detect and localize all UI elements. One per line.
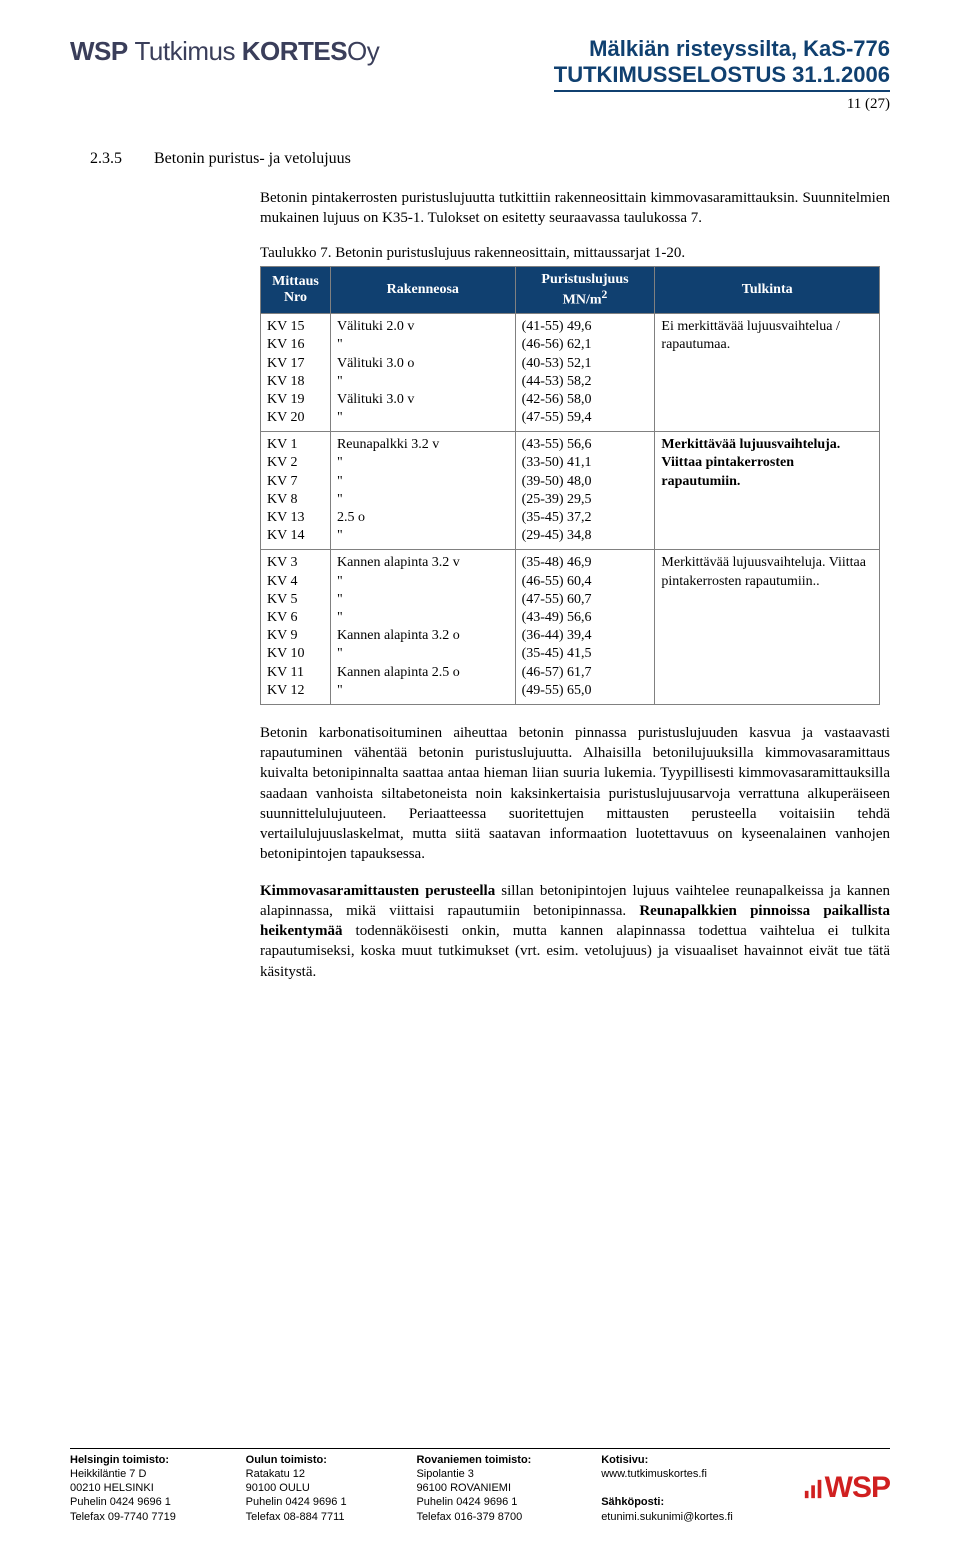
cell-mittaus: KV 1KV 2KV 7KV 8KV 13KV 14 xyxy=(261,432,331,550)
data-table: Mittaus Nro Rakenneosa PuristuslujuusMN/… xyxy=(260,266,880,705)
cell-mittaus: KV 3KV 4KV 5KV 6KV 9KV 10KV 11KV 12 xyxy=(261,550,331,705)
cell-tulkinta: Merkittävää lujuusvaihteluja. Viittaa pi… xyxy=(655,550,880,705)
cell-rakenne: Reunapalkki 3.2 v"""2.5 o" xyxy=(330,432,515,550)
doc-title-2: TUTKIMUSSELOSTUS 31.1.2006 xyxy=(554,62,890,92)
th-mittaus: Mittaus Nro xyxy=(261,266,331,314)
cell-lujuus: (43-55) 56,6(33-50) 41,1(39-50) 48,0(25-… xyxy=(515,432,655,550)
page-number: 11 (27) xyxy=(554,96,890,113)
paragraph-3: Kimmovasaramittausten perusteella sillan… xyxy=(260,881,890,982)
footer-col-2: Rovaniemen toimisto:Sipolantie 396100 RO… xyxy=(416,1453,531,1524)
cell-tulkinta: Merkittävää lujuusvaihteluja. Viittaa pi… xyxy=(655,432,880,550)
cell-lujuus: (35-48) 46,9(46-55) 60,4(47-55) 60,7(43-… xyxy=(515,550,655,705)
footer-col-3: Kotisivu:www.tutkimuskortes.fi Sähköpost… xyxy=(601,1453,733,1524)
cell-tulkinta: Ei merkittävää lujuusvaihtelua / rapautu… xyxy=(655,314,880,432)
doc-title-1: Mälkiän risteyssilta, KaS-776 xyxy=(554,36,890,62)
paragraph-2: Betonin karbonatisoituminen aiheuttaa be… xyxy=(260,723,890,865)
th-lujuus: PuristuslujuusMN/m2 xyxy=(515,266,655,314)
footer-col-1: Oulun toimisto:Ratakatu 1290100 OULUPuhe… xyxy=(246,1453,347,1524)
cell-rakenne: Kannen alapinta 3.2 v"""Kannen alapinta … xyxy=(330,550,515,705)
table-caption: Taulukko 7. Betonin puristuslujuus raken… xyxy=(260,245,890,262)
company-logo: WSP Tutkimus KORTESOy xyxy=(70,36,379,67)
th-rakenne: Rakenneosa xyxy=(330,266,515,314)
para3-text2: todennäköisesti onkin, mutta kannen alap… xyxy=(260,923,890,980)
section-title: Betonin puristus- ja vetolujuus xyxy=(154,150,351,167)
section-number: 2.3.5 xyxy=(90,150,150,168)
cell-lujuus: (41-55) 49,6(46-56) 62,1(40-53) 52,1(44-… xyxy=(515,314,655,432)
intro-paragraph: Betonin pintakerrosten puristuslujuutta … xyxy=(260,188,890,229)
footer-wsp-logo: WSP xyxy=(803,1471,890,1505)
wsp-bars-icon xyxy=(803,1478,825,1500)
th-tulkinta: Tulkinta xyxy=(655,266,880,314)
page-footer: Helsingin toimisto:Heikkiläntie 7 D00210… xyxy=(70,1448,890,1524)
cell-rakenne: Välituki 2.0 v"Välituki 3.0 o"Välituki 3… xyxy=(330,314,515,432)
section-heading: 2.3.5 Betonin puristus- ja vetolujuus xyxy=(90,150,890,168)
footer-col-0: Helsingin toimisto:Heikkiläntie 7 D00210… xyxy=(70,1453,176,1524)
para3-bold1: Kimmovasaramittausten perusteella xyxy=(260,883,495,899)
cell-mittaus: KV 15KV 16KV 17KV 18KV 19KV 20 xyxy=(261,314,331,432)
document-header: Mälkiän risteyssilta, KaS-776 TUTKIMUSSE… xyxy=(554,36,890,113)
